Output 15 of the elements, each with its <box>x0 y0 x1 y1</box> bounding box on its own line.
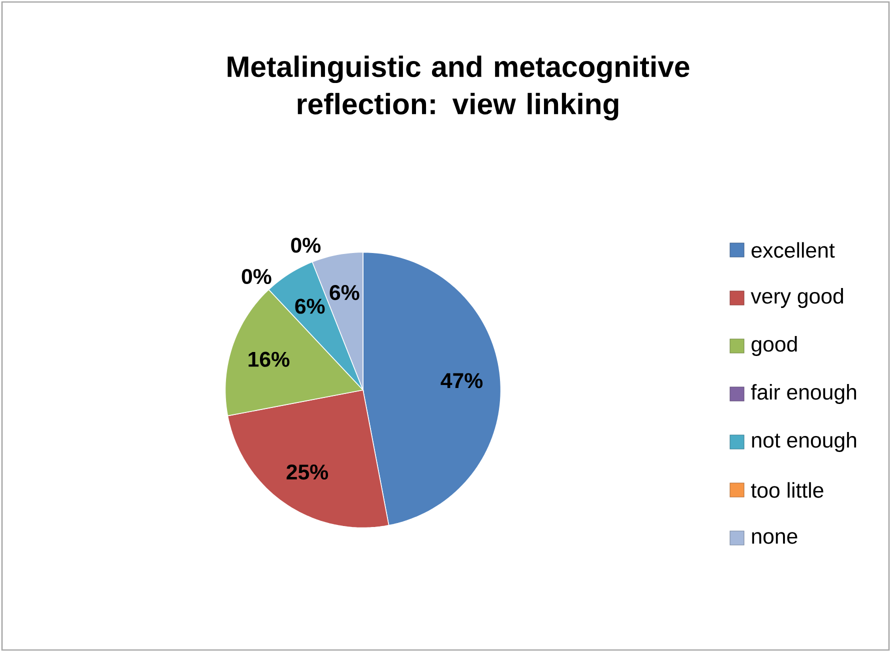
chart-title: Metalinguistic and metacognitive reflection: view linking <box>228 56 690 120</box>
data-label: 47% <box>440 373 483 388</box>
legend-label: excellent <box>752 242 835 258</box>
legend-label: none <box>752 532 798 544</box>
data-label: 16% <box>248 352 290 367</box>
legend-label: fair enough <box>751 384 856 404</box>
text: 0% <box>242 268 272 284</box>
data-label: 6% <box>295 298 325 314</box>
legend-label: very good <box>750 288 844 308</box>
legend-label: too little <box>751 482 824 498</box>
data-label: 6% <box>330 285 360 300</box>
legend-label: not enough <box>752 432 856 452</box>
data-label: 25% <box>286 464 328 480</box>
legend-label: good <box>752 336 797 356</box>
text: 0% <box>291 238 321 253</box>
